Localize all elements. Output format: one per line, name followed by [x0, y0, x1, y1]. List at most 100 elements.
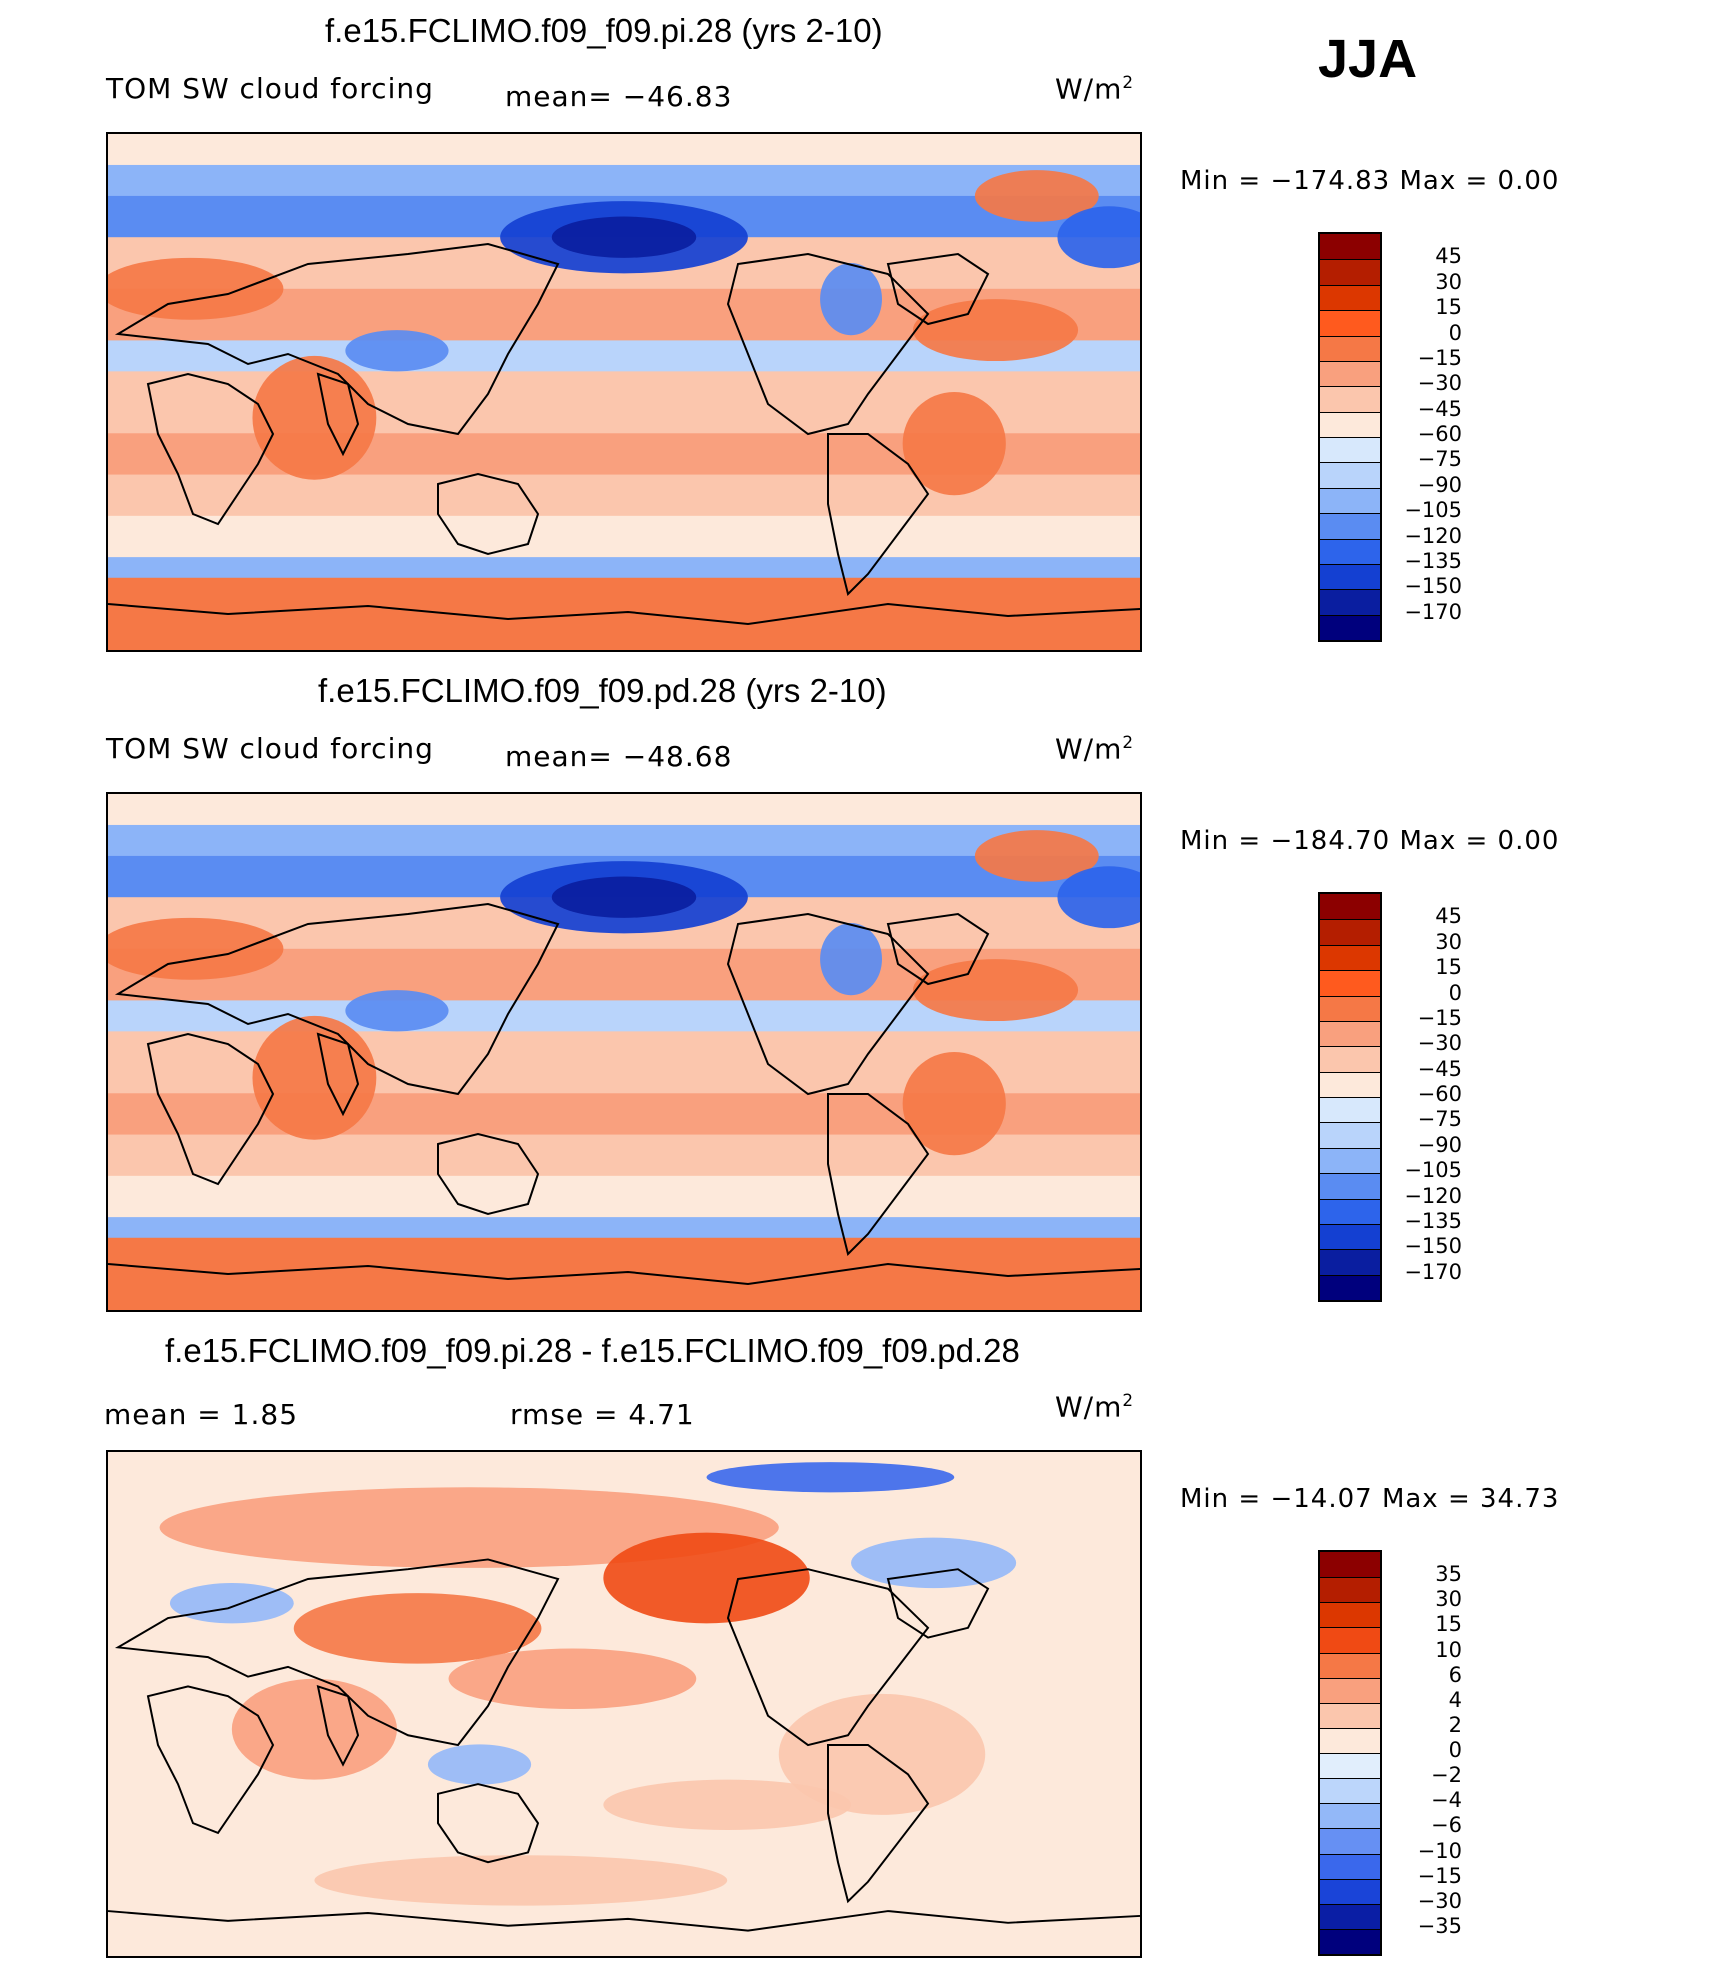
colorbar-swatch: [1320, 1753, 1380, 1779]
colorbar-swatch: [1320, 1828, 1380, 1854]
colorbar-swatch: [1320, 944, 1380, 971]
coastline: [827, 433, 930, 596]
colorbar-swatch: [1320, 1602, 1380, 1628]
coastline: [726, 912, 930, 1096]
panel3-rmse: rmse = 4.71: [510, 1398, 695, 1431]
colorbar-swatch: [1320, 487, 1380, 514]
colorbar-tick-label: 15: [1435, 1612, 1462, 1637]
season-label: JJA: [1318, 29, 1418, 89]
field-blob: [603, 1779, 852, 1830]
field-blob: [169, 1583, 294, 1624]
coastline: [827, 1744, 930, 1904]
panel1-title: f.e15.FCLIMO.f09_f09.pi.28 (yrs 2-10): [325, 12, 883, 49]
colorbar-swatch: [1320, 1223, 1380, 1250]
coastline: [827, 1093, 930, 1256]
field-blob: [108, 257, 284, 320]
coastline: [114, 902, 560, 1096]
colorbar-tick-label: −90: [1417, 1132, 1462, 1157]
panel2-colorbar: [1318, 892, 1382, 1302]
colorbar-swatch: [1320, 462, 1380, 488]
field-blob: [1057, 206, 1140, 269]
colorbar-tick-label: −170: [1404, 599, 1462, 624]
field-blob: [159, 1487, 779, 1568]
field-blob: [603, 1532, 810, 1624]
colorbar-swatch: [1320, 1677, 1380, 1703]
colorbar-swatch: [1320, 894, 1380, 920]
colorbar-tick-label: 30: [1435, 269, 1462, 294]
coastline: [114, 1558, 560, 1747]
colorbar-swatch: [1320, 1552, 1380, 1578]
field-blob: [108, 917, 284, 980]
colorbar-swatch: [1320, 1274, 1380, 1300]
field-blob: [252, 355, 377, 480]
coastline: [886, 1568, 990, 1639]
field-blob: [912, 299, 1079, 362]
panel3-map: [106, 1450, 1142, 1958]
field-band: [108, 1237, 1140, 1310]
panel3-units: W/m2: [1055, 1390, 1135, 1424]
coastline: [726, 1568, 930, 1747]
panel3-title: f.e15.FCLIMO.f09_f09.pi.28 - f.e15.FCLIM…: [165, 1332, 1020, 1369]
colorbar-tick-label: −105: [1404, 1158, 1462, 1183]
field-band: [108, 164, 1140, 197]
colorbar-swatch: [1320, 1928, 1380, 1954]
panel2-map: [106, 792, 1142, 1312]
map-field-svg: [108, 1452, 1140, 1956]
colorbar-tick-label: −10: [1417, 1838, 1462, 1863]
coastline: [316, 1684, 360, 1767]
panel2-mean: mean= −48.68: [505, 740, 733, 773]
colorbar-swatch: [1320, 234, 1380, 260]
field-blob: [345, 990, 449, 1032]
field-blob: [1057, 866, 1140, 929]
panel1-colorbar: [1318, 232, 1382, 642]
map-field-svg: [108, 794, 1140, 1310]
colorbar-tick-label: 30: [1435, 1587, 1462, 1612]
colorbar-tick-label: 0: [1448, 320, 1462, 345]
colorbar-swatch: [1320, 1097, 1380, 1123]
colorbar-swatch: [1320, 970, 1380, 996]
colorbar-tick-label: 4: [1448, 1687, 1462, 1712]
colorbar-swatch: [1320, 589, 1380, 615]
colorbar-tick-label: −15: [1417, 1005, 1462, 1030]
panel1-units: W/m2: [1055, 72, 1135, 106]
panel3-colorbar: [1318, 1550, 1382, 1956]
panel1-map: [106, 132, 1142, 652]
colorbar-tick-label: −170: [1404, 1259, 1462, 1284]
coastline: [146, 372, 275, 526]
panel2-title: f.e15.FCLIMO.f09_f09.pd.28 (yrs 2-10): [318, 672, 887, 709]
field-blob: [902, 1052, 1006, 1156]
field-band: [108, 1217, 1140, 1239]
colorbar-tick-label: 6: [1448, 1662, 1462, 1687]
field-blob: [427, 1744, 532, 1785]
colorbar-swatch: [1320, 437, 1380, 463]
field-blob: [293, 1593, 542, 1664]
colorbar-swatch: [1320, 614, 1380, 640]
field-blob: [706, 1462, 955, 1493]
colorbar-tick-label: −2: [1431, 1763, 1462, 1788]
coastline: [108, 602, 1140, 626]
panel3-minmax: Min = −14.07 Max = 34.73: [1180, 1484, 1560, 1514]
colorbar-swatch: [1320, 1173, 1380, 1199]
field-blob: [974, 170, 1099, 222]
colorbar-tick-label: 15: [1435, 295, 1462, 320]
panel1-minmax: Min = −174.83 Max = 0.00: [1180, 166, 1560, 196]
field-band: [108, 794, 1140, 826]
colorbar-swatch: [1320, 1903, 1380, 1929]
colorbar-tick-label: −35: [1417, 1913, 1462, 1938]
colorbar-tick-label: −120: [1404, 1183, 1462, 1208]
coastline: [316, 372, 360, 457]
colorbar-tick-label: 15: [1435, 955, 1462, 980]
colorbar-swatch: [1320, 1803, 1380, 1829]
colorbar-tick-label: −150: [1404, 1234, 1462, 1259]
colorbar-swatch: [1320, 1122, 1380, 1148]
coastline: [108, 1910, 1140, 1932]
colorbar-tick-label: 10: [1435, 1637, 1462, 1662]
colorbar-swatch: [1320, 919, 1380, 945]
colorbar-swatch: [1320, 335, 1380, 361]
colorbar-tick-label: −90: [1417, 472, 1462, 497]
field-blob: [820, 263, 882, 336]
panel2-units: W/m2: [1055, 732, 1135, 766]
map-field-svg: [108, 134, 1140, 650]
colorbar-tick-label: −105: [1404, 498, 1462, 523]
colorbar-swatch: [1320, 538, 1380, 564]
